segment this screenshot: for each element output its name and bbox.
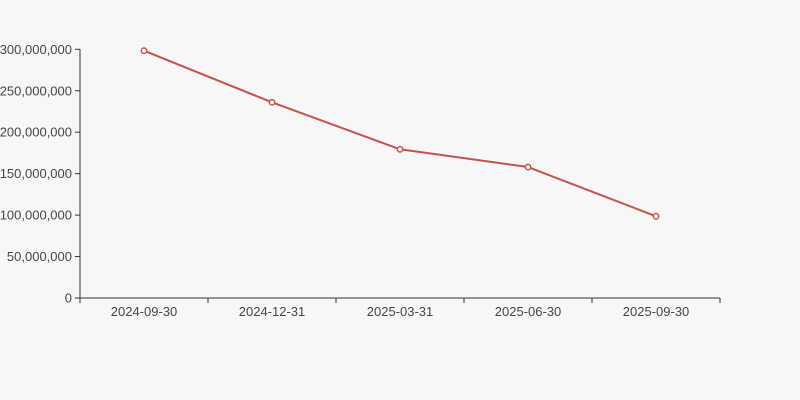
x-tick-label: 2024-12-31 [239,304,306,319]
y-tick-label: 0 [65,291,72,306]
x-tick-label: 2025-09-30 [623,304,690,319]
y-tick-label: 200,000,000 [0,125,72,140]
series-line [140,47,660,220]
data-point-marker[interactable] [652,212,660,220]
data-point-marker[interactable] [268,98,276,106]
y-tick-label: 300,000,000 [0,42,72,57]
y-axis: 0 50,000,000 100,000,000 150,000,000 200,000… [0,42,81,306]
x-tick-label: 2025-03-31 [367,304,434,319]
x-tick-label: 2025-06-30 [495,304,562,319]
data-point-marker[interactable] [524,163,532,171]
y-tick-label: 250,000,000 [0,83,72,98]
y-tick-label: 100,000,000 [0,208,72,223]
data-point-marker[interactable] [396,145,404,153]
y-tick-label: 150,000,000 [0,166,72,181]
y-tick-label: 50,000,000 [7,249,72,264]
data-point-marker[interactable] [140,47,148,55]
x-tick-label: 2024-09-30 [111,304,178,319]
series-polyline [143,49,657,218]
x-axis: 2024-09-30 2024-12-31 2025-03-31 2025-06-30… [79,297,721,319]
